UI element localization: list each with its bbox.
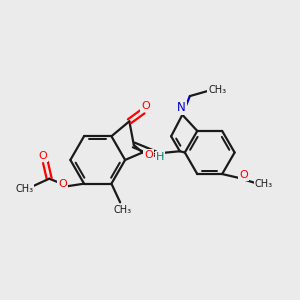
Text: O: O [144,150,153,160]
Text: CH₃: CH₃ [114,205,132,215]
Text: CH₃: CH₃ [255,179,273,189]
Text: CH₃: CH₃ [15,184,33,194]
Text: O: O [58,179,67,189]
Text: H: H [156,152,164,162]
Text: O: O [39,151,47,161]
Text: CH₃: CH₃ [208,85,226,95]
Text: O: O [239,170,248,180]
Text: N: N [177,101,185,114]
Text: O: O [141,101,150,111]
